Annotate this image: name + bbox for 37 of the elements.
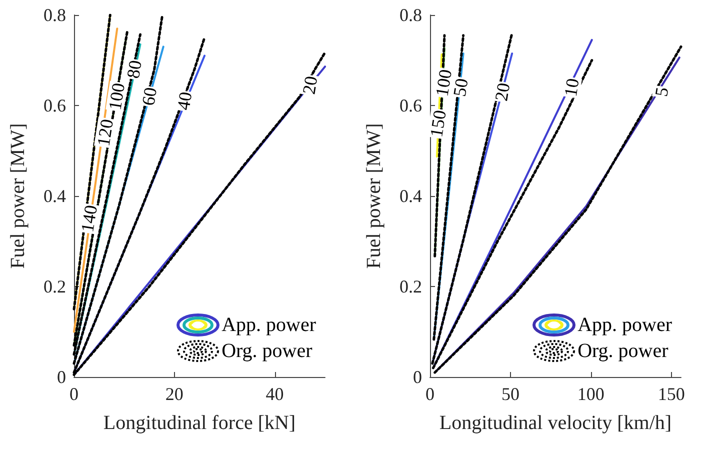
- y-tick-label: 0.6: [400, 96, 422, 116]
- x-axis-title: Longitudinal force [kN]: [103, 412, 296, 434]
- annotation: Org. power: [578, 339, 668, 364]
- x-tick-label: 100: [577, 384, 604, 404]
- x-tick-label: 0: [426, 384, 434, 404]
- annotation: 100: [104, 82, 129, 112]
- x-tick-label: 40: [266, 384, 284, 404]
- x-tick-label: 20: [165, 384, 184, 404]
- annotation: 50: [449, 76, 472, 98]
- y-tick-label: 0.8: [44, 5, 66, 25]
- annotation: 60: [138, 86, 161, 107]
- x-axis-title: Longitudinal velocity [km/h]: [439, 412, 672, 434]
- y-axis-title: Fuel power [MW]: [363, 123, 385, 269]
- y-tick-label: 0: [413, 367, 422, 387]
- annotation: 120: [93, 118, 118, 148]
- x-tick-label: 0: [70, 384, 78, 404]
- x-tick-label: 150: [658, 384, 685, 404]
- annotation: App. power: [222, 313, 316, 338]
- annotation: Org. power: [222, 339, 312, 364]
- y-tick-label: 0.8: [400, 5, 422, 25]
- annotation: 5: [651, 86, 672, 98]
- y-tick-label: 0.2: [400, 276, 422, 296]
- annotation: 140: [77, 204, 102, 234]
- annotation: App. power: [578, 313, 672, 338]
- annotation: 80: [122, 58, 146, 80]
- y-tick-label: 0: [57, 367, 66, 387]
- x-tick-label: 50: [501, 384, 520, 404]
- y-tick-label: 0.2: [44, 276, 66, 296]
- y-tick-label: 0.4: [44, 186, 66, 206]
- y-axis-title: Fuel power [MW]: [7, 123, 29, 269]
- annotation: 10: [560, 76, 583, 98]
- annotation: 40: [173, 90, 196, 112]
- annotation: 20: [491, 81, 514, 102]
- annotation: 150: [426, 108, 450, 138]
- y-tick-label: 0.4: [400, 186, 422, 206]
- y-tick-label: 0.6: [44, 96, 66, 116]
- annotation: 20: [298, 74, 322, 96]
